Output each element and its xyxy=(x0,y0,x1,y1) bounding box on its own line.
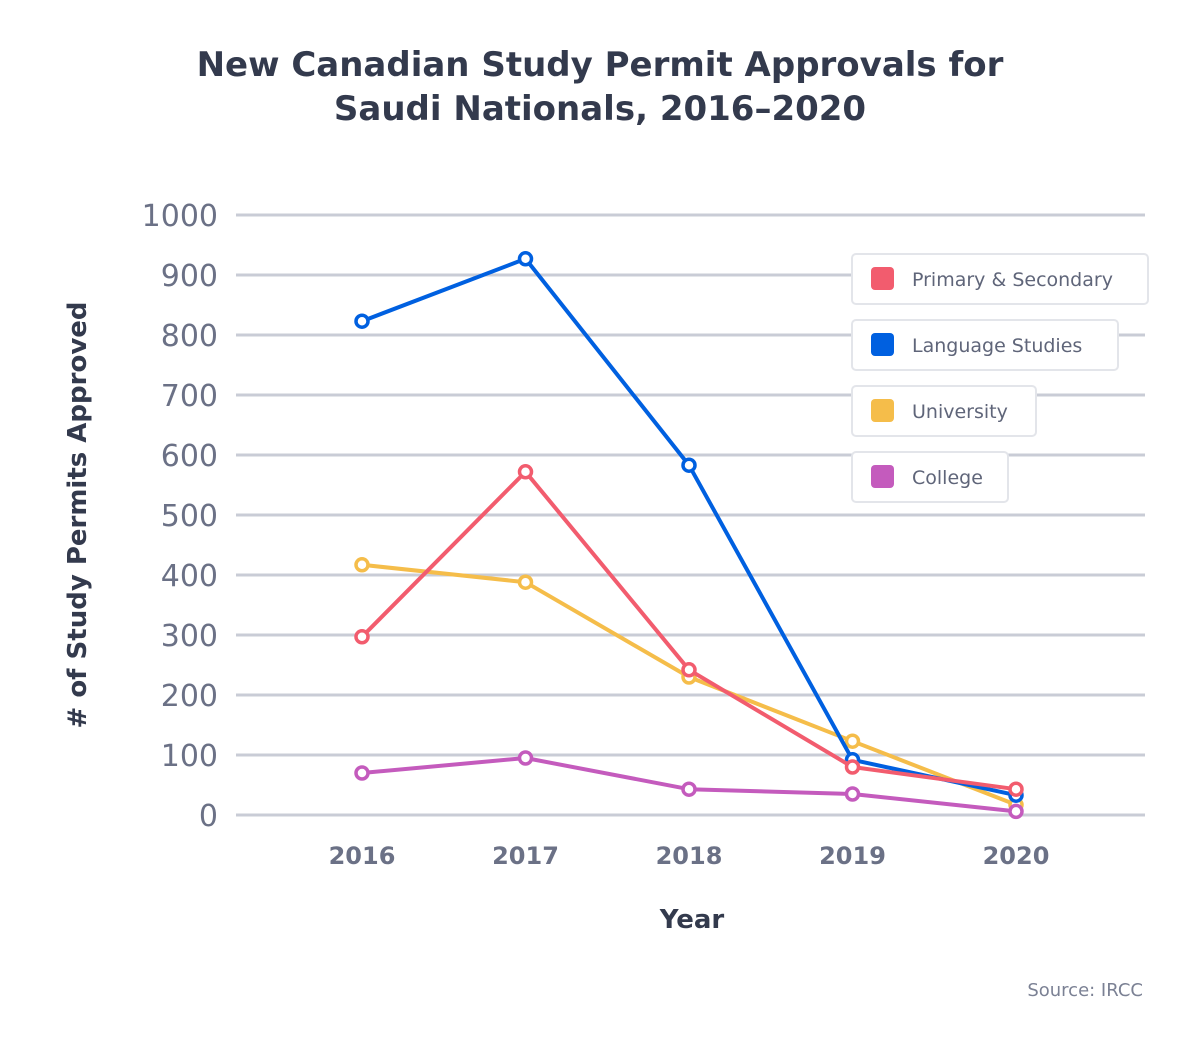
data-point[interactable] xyxy=(354,765,370,781)
y-tick-label: 200 xyxy=(161,679,218,714)
data-point[interactable] xyxy=(681,662,697,678)
legend-item: Language Studies xyxy=(851,319,1119,371)
legend-box xyxy=(851,253,1149,305)
legend-swatch xyxy=(871,333,894,356)
legend-item: University xyxy=(851,385,1037,437)
data-point[interactable] xyxy=(517,750,534,766)
data-point[interactable] xyxy=(517,464,534,480)
legend-box xyxy=(851,451,1009,503)
y-tick-label: 700 xyxy=(161,379,218,414)
legend-item: College xyxy=(851,451,1009,503)
x-tick-label: 2020 xyxy=(983,842,1050,870)
x-tick-label: 2019 xyxy=(819,842,886,870)
legend-box xyxy=(851,319,1119,371)
chart-title-line-1: New Canadian Study Permit Approvals for xyxy=(197,45,1004,85)
data-point[interactable] xyxy=(844,786,861,802)
x-tick-label: 2018 xyxy=(656,842,723,870)
y-tick-label: 1000 xyxy=(142,199,218,234)
series-college xyxy=(354,750,1024,820)
data-point[interactable] xyxy=(517,574,534,590)
data-point[interactable] xyxy=(354,629,370,645)
data-point[interactable] xyxy=(1008,781,1024,797)
source-note: Source: IRCC xyxy=(1027,980,1143,1001)
legend-swatch xyxy=(871,465,894,488)
y-tick-label: 800 xyxy=(161,319,218,354)
x-tick-label: 2016 xyxy=(329,842,396,870)
series-line xyxy=(360,469,1017,792)
y-tick-label: 500 xyxy=(161,499,218,534)
data-point[interactable] xyxy=(681,457,697,473)
data-point[interactable] xyxy=(354,313,370,329)
y-tick-label: 400 xyxy=(161,559,218,594)
data-point[interactable] xyxy=(681,781,697,797)
x-tick-label: 2017 xyxy=(492,842,559,870)
data-point[interactable] xyxy=(844,759,861,775)
legend-swatch xyxy=(871,267,894,290)
y-tick-label: 600 xyxy=(161,439,218,474)
x-axis-label: Year xyxy=(659,905,725,935)
legend-label: College xyxy=(912,467,983,489)
legend-item: Primary & Secondary xyxy=(851,253,1149,305)
data-point[interactable] xyxy=(517,251,534,267)
y-tick-label: 900 xyxy=(161,259,218,294)
chart-title-line-2: Saudi Nationals, 2016–2020 xyxy=(334,89,866,129)
y-tick-label: 100 xyxy=(161,739,218,774)
series-primary-secondary xyxy=(354,464,1024,797)
data-point[interactable] xyxy=(354,557,370,573)
y-tick-label: 0 xyxy=(199,799,218,834)
data-point[interactable] xyxy=(1008,803,1024,820)
legend-label: University xyxy=(912,401,1008,423)
legend-swatch xyxy=(871,399,894,422)
y-tick-label: 300 xyxy=(161,619,218,654)
legend-box xyxy=(851,385,1037,437)
y-axis-label: # of Study Permits Approved xyxy=(63,301,93,728)
legend-label: Language Studies xyxy=(912,335,1082,357)
series-line xyxy=(361,562,1017,807)
data-point[interactable] xyxy=(844,733,861,749)
legend-label: Primary & Secondary xyxy=(912,269,1113,291)
